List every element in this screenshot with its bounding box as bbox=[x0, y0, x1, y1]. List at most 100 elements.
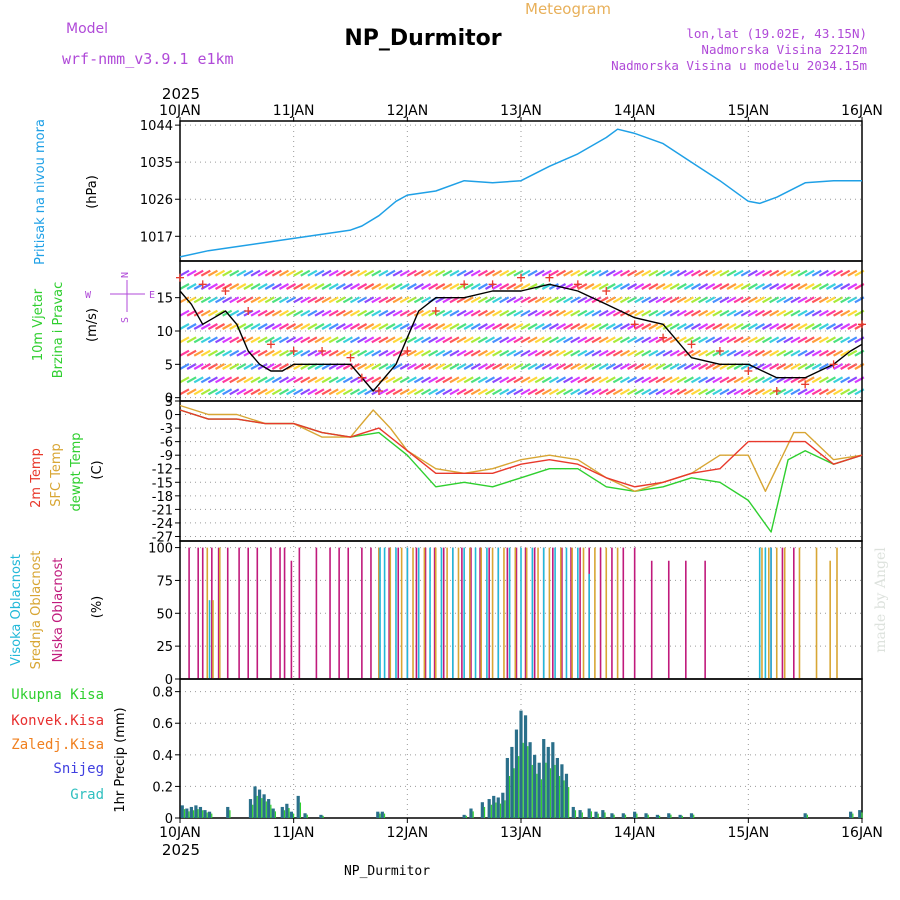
wind-barb bbox=[364, 336, 375, 344]
wind-barb bbox=[690, 349, 702, 357]
precip-bar-accent bbox=[540, 779, 542, 818]
wind-barb bbox=[349, 309, 361, 317]
wind-barb bbox=[406, 376, 417, 384]
wind-barb bbox=[349, 269, 361, 277]
wind-barb bbox=[548, 349, 559, 357]
wind-barb bbox=[186, 349, 197, 357]
wind-barb bbox=[357, 336, 368, 344]
wind-barb bbox=[250, 323, 261, 330]
wind-barb bbox=[648, 349, 659, 357]
wind-barb bbox=[818, 363, 829, 370]
wind-barb bbox=[271, 336, 282, 344]
wind-barb bbox=[847, 336, 858, 344]
wind-barb bbox=[669, 349, 680, 357]
precip-bar bbox=[267, 799, 271, 818]
wind-barb bbox=[307, 336, 318, 344]
wind-barb bbox=[179, 323, 190, 330]
wind-barb bbox=[570, 269, 581, 277]
wind-barb bbox=[563, 269, 574, 277]
wind-barb bbox=[534, 323, 545, 330]
wind-barb bbox=[435, 269, 446, 277]
wind-barb bbox=[570, 296, 581, 304]
wind-barb bbox=[364, 309, 375, 317]
wind-barb bbox=[364, 363, 375, 370]
wind-barb bbox=[776, 309, 787, 317]
wind-barb bbox=[286, 296, 297, 304]
wind-barb bbox=[847, 309, 858, 317]
wind-barb bbox=[683, 269, 694, 277]
precip-bar bbox=[496, 797, 500, 818]
wind-barb bbox=[754, 376, 765, 384]
wind-barb bbox=[435, 283, 446, 290]
wind-barb bbox=[449, 388, 460, 396]
precip-bar bbox=[803, 813, 807, 818]
wind-barb bbox=[555, 363, 567, 370]
wind-barb bbox=[484, 296, 496, 304]
wind-barb bbox=[243, 296, 254, 304]
wind-barb bbox=[740, 388, 751, 396]
wind-barb bbox=[577, 349, 588, 357]
wind-barb bbox=[683, 376, 694, 384]
wind-barb bbox=[619, 296, 630, 304]
wind-barb bbox=[456, 349, 467, 357]
wind-barb bbox=[207, 296, 218, 304]
wind-barb bbox=[669, 269, 680, 277]
wind-barb bbox=[847, 296, 858, 304]
wind-barb bbox=[570, 323, 581, 330]
wind-barb bbox=[207, 269, 218, 277]
wind-barb bbox=[683, 388, 694, 396]
wind-barb bbox=[286, 283, 297, 290]
wind-barb bbox=[591, 336, 602, 344]
wind-barb bbox=[669, 376, 680, 384]
wind-barb bbox=[335, 283, 346, 290]
wind-barb bbox=[335, 349, 346, 357]
wind-barb bbox=[790, 269, 801, 277]
precip-bar bbox=[678, 814, 682, 818]
wind-barb bbox=[641, 283, 652, 290]
precip-bar bbox=[194, 805, 198, 818]
wind-barb bbox=[541, 336, 552, 344]
wind-barb bbox=[655, 376, 666, 384]
wind-barb bbox=[477, 296, 488, 304]
wind-barb bbox=[278, 336, 289, 344]
wind-barb bbox=[520, 296, 531, 304]
footer-title: NP_Durmitor bbox=[344, 864, 430, 879]
wind-barb bbox=[392, 269, 403, 277]
wind-barb bbox=[733, 269, 744, 277]
precip-bar bbox=[319, 814, 323, 818]
wind-barb bbox=[293, 283, 304, 290]
precip-ytick-label: 0.2 bbox=[152, 780, 173, 795]
top-date-label: 11JAN bbox=[273, 103, 315, 119]
wind-barb bbox=[655, 296, 666, 304]
wind-barb bbox=[449, 283, 460, 290]
wind-barb bbox=[584, 323, 595, 330]
wind-barb bbox=[371, 269, 382, 277]
wind-barb bbox=[200, 376, 211, 384]
wind-barb bbox=[314, 388, 325, 396]
wind-barb bbox=[492, 323, 503, 330]
wind-barb bbox=[463, 349, 474, 357]
wind-barb bbox=[207, 336, 218, 344]
precip-bar-accent bbox=[554, 764, 556, 818]
wind-barb bbox=[818, 309, 829, 317]
wind-barb bbox=[712, 336, 723, 344]
wind-barb bbox=[442, 309, 453, 317]
wind-barb bbox=[264, 349, 275, 357]
top-date-label: 13JAN bbox=[500, 103, 542, 119]
wind-barb bbox=[385, 309, 396, 317]
wind-barb bbox=[840, 349, 851, 357]
wind-barb bbox=[726, 388, 737, 396]
page-title: NP_Durmitor bbox=[344, 26, 501, 51]
wind-barb bbox=[676, 283, 687, 290]
wind-barb bbox=[769, 269, 780, 277]
top-date-label: 14JAN bbox=[614, 103, 656, 119]
wind-barb bbox=[698, 376, 709, 384]
wind-barb bbox=[442, 269, 453, 277]
precip-bar-accent bbox=[499, 803, 502, 818]
precip-bar-accent bbox=[292, 813, 295, 818]
wind-barb bbox=[605, 349, 616, 357]
wind-barb bbox=[705, 376, 716, 384]
wind-barb bbox=[705, 323, 716, 330]
wind-barb bbox=[662, 388, 673, 396]
wind-barb bbox=[335, 376, 346, 384]
